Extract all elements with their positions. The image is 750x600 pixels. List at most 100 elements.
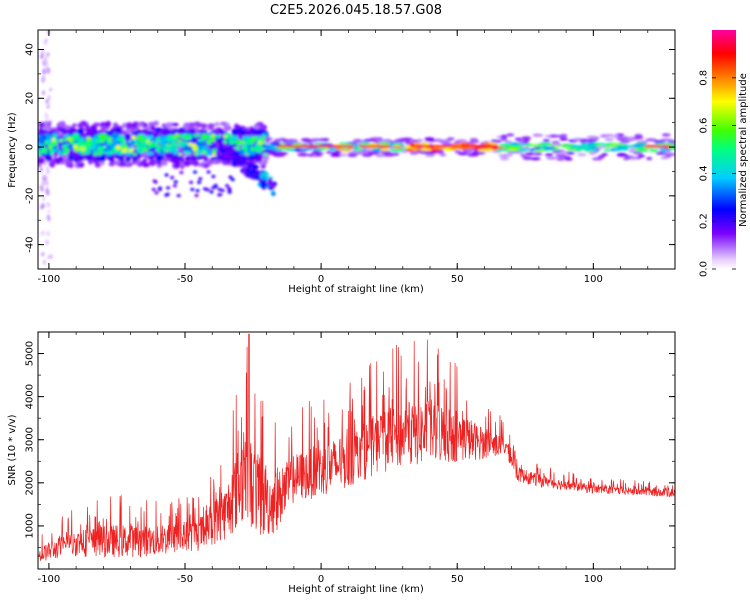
noise-blob: [113, 160, 121, 164]
noise-blob: [77, 128, 83, 135]
carrier-halo: [455, 139, 468, 143]
carrier-blob: [542, 142, 553, 146]
carrier-halo: [627, 136, 636, 140]
carrier-halo: [646, 157, 653, 161]
arm-blob: [211, 174, 216, 179]
arm-blob: [189, 180, 194, 184]
arm-blob: [227, 187, 232, 191]
colorbar-tick-label: 0.2: [699, 213, 710, 229]
halo-speck: [40, 231, 44, 236]
carrier-halo: [514, 137, 523, 141]
halo-speck: [49, 88, 53, 92]
carrier-blob: [586, 144, 594, 148]
noise-blob: [218, 129, 224, 134]
noise-knot: [52, 141, 58, 146]
noise-blob: [225, 122, 230, 128]
snr-series-line: [38, 333, 675, 561]
noise-blob: [137, 124, 144, 128]
carrier-blob: [637, 149, 649, 153]
noise-knot: [47, 145, 52, 150]
noise-knot: [88, 142, 92, 147]
carrier-halo: [660, 156, 670, 160]
carrier-halo: [379, 139, 386, 143]
carrier-halo: [506, 133, 515, 137]
carrier-blob: [519, 148, 530, 152]
carrier-halo: [424, 153, 435, 157]
noise-blob: [192, 159, 199, 167]
carrier-halo: [348, 153, 357, 157]
halo-speck: [47, 255, 51, 259]
carrier-halo: [597, 155, 606, 159]
arm-blob: [267, 178, 273, 183]
noise-blob: [255, 129, 262, 135]
carrier-blob: [566, 148, 579, 151]
noise-blob: [226, 133, 232, 140]
carrier-halo: [322, 138, 330, 142]
noise-knot: [131, 152, 138, 156]
carrier-blob: [413, 142, 422, 146]
colorbar: 0.0 0.2 0.4 0.6 0.8 Normalized spectral ampl…: [699, 30, 749, 277]
carrier-halo: [616, 153, 629, 157]
noise-blob: [134, 130, 142, 134]
carrier-halo: [359, 151, 369, 155]
noise-blob: [165, 122, 173, 129]
carrier-halo: [660, 138, 673, 142]
y-tick-label: 40: [25, 43, 36, 56]
carrier-blob: [359, 142, 371, 145]
noise-blob: [172, 122, 179, 127]
noise-blob: [125, 155, 131, 163]
x-tick-label: -100: [38, 274, 61, 285]
snr-y-label: SNR (10 * v/v): [7, 414, 18, 485]
noise-knot: [97, 146, 103, 151]
noise-blob: [166, 151, 173, 157]
carrier-halo: [399, 137, 411, 141]
x-tick-label: 50: [451, 274, 464, 285]
arm-blob: [164, 193, 169, 197]
noise-knot: [245, 151, 250, 156]
carrier-blob: [270, 142, 279, 146]
arm-blob: [209, 190, 214, 194]
noise-blob: [78, 156, 85, 161]
x-tick-label: -100: [38, 574, 61, 585]
snr-y-axis: 1000 2000 3000 4000 5000: [25, 331, 675, 570]
carrier-halo: [521, 136, 532, 140]
carrier-blob: [299, 147, 313, 151]
carrier-blob: [338, 142, 347, 146]
arm-blob: [218, 139, 224, 144]
arm-blob: [238, 160, 244, 167]
halo-speck: [45, 187, 49, 195]
carrier-blob: [660, 149, 668, 153]
arm-blob: [209, 144, 217, 149]
carrier-halo: [564, 157, 573, 161]
y-tick-label: -20: [25, 188, 36, 204]
arm-blob: [230, 177, 235, 182]
noise-blob: [49, 127, 54, 131]
carrier-halo: [616, 137, 627, 141]
carrier-halo: [490, 139, 498, 143]
noise-blob: [236, 125, 241, 130]
noise-knot: [177, 152, 183, 156]
noise-knot: [255, 147, 261, 150]
halo-speck: [42, 196, 46, 201]
carrier-halo: [591, 157, 603, 161]
noise-blob: [231, 128, 237, 135]
arm-blob: [172, 184, 177, 188]
noise-blob: [52, 133, 58, 140]
arm-blob: [259, 178, 267, 185]
noise-blob: [147, 155, 153, 159]
noise-knot: [210, 133, 216, 138]
spectrogram-blobs: [38, 30, 675, 265]
carrier-halo: [361, 153, 373, 157]
noise-blob: [183, 150, 192, 155]
noise-blob: [63, 148, 70, 152]
noise-blob: [38, 163, 42, 168]
noise-knot: [107, 138, 113, 142]
carrier-blob: [632, 143, 647, 147]
noise-blob: [38, 138, 46, 145]
carrier-halo: [500, 135, 508, 139]
arm-blob: [234, 150, 241, 154]
noise-knot: [63, 137, 68, 142]
y-tick-label: 0: [25, 144, 36, 150]
noise-blob: [184, 133, 193, 140]
arm-blob: [164, 173, 169, 177]
